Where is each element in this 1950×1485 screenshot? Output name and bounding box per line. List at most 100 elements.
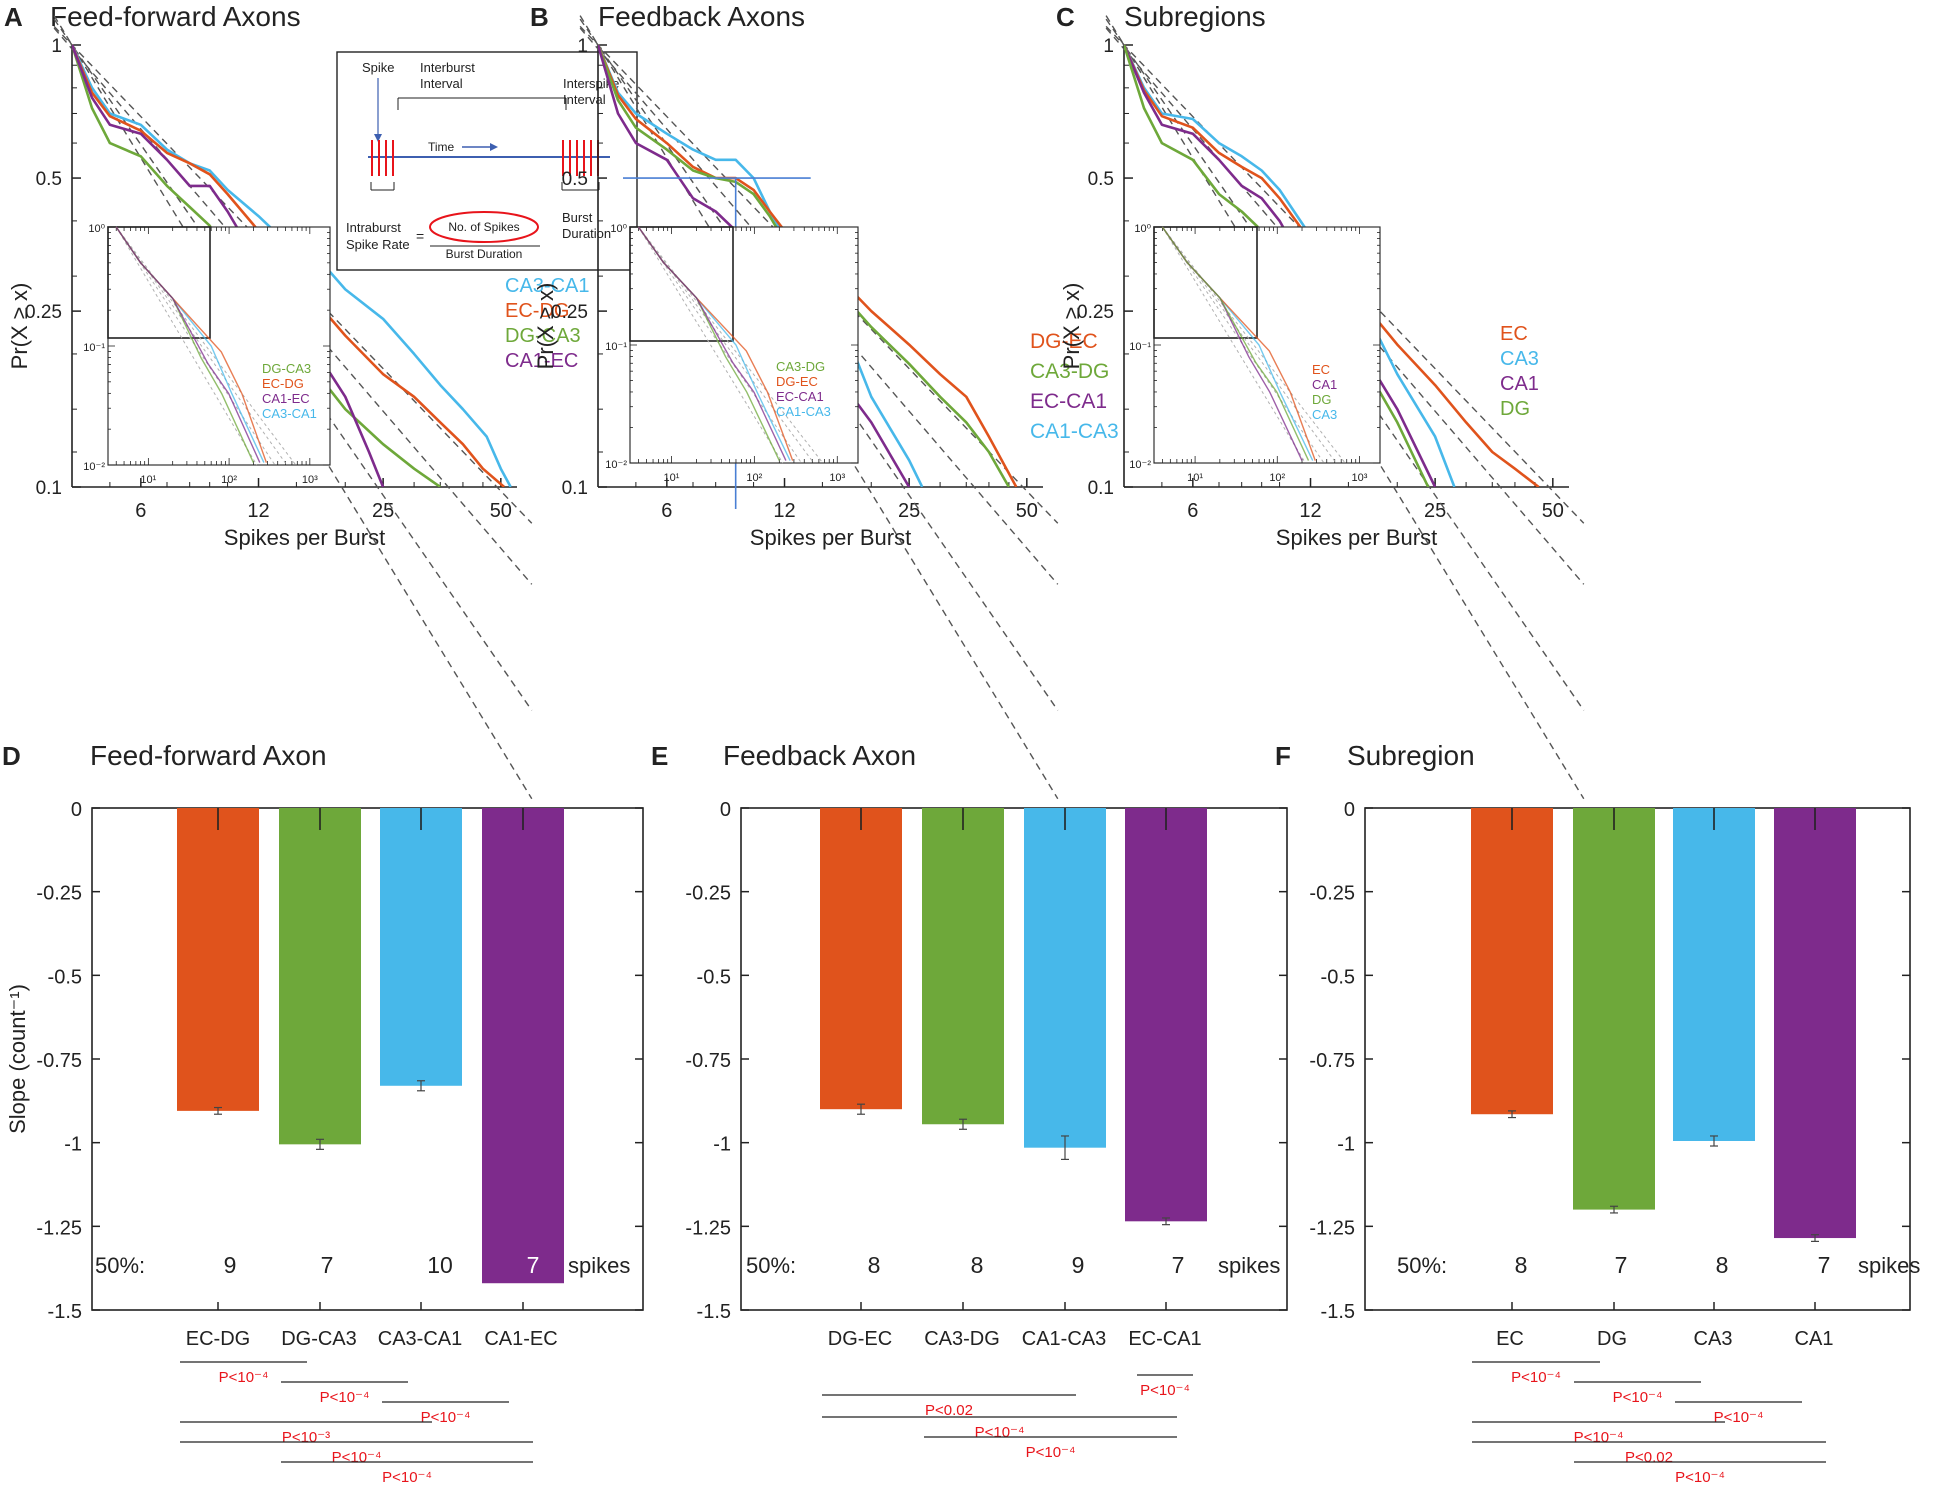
schematic-interspike-label-2: Interval xyxy=(563,92,606,107)
series-line-dg-ec xyxy=(598,44,1018,487)
inset-legend-label: CA3 xyxy=(1312,407,1337,422)
inset-x-tick-label: 10¹ xyxy=(664,472,680,484)
x-tick-label: 25 xyxy=(372,500,394,522)
y-tick-label: 1 xyxy=(577,36,588,57)
y-tick-label: -1.5 xyxy=(48,1301,82,1323)
legend-ca1-ca3: CA1-CA3 xyxy=(1030,420,1119,443)
spikes-suffix: spikes xyxy=(1858,1253,1920,1278)
inset-legend-label: DG-EC xyxy=(776,374,818,389)
x-category-label: DG-EC xyxy=(828,1328,892,1350)
inset-fit-line xyxy=(1161,226,1306,464)
pvalue-label: P<10⁻⁴ xyxy=(320,1389,370,1406)
legend-dg-ec: DG-EC xyxy=(1030,330,1098,353)
y-tick-label: -0.25 xyxy=(1309,883,1355,905)
legend-ca1: CA1 xyxy=(1500,373,1539,395)
inset-x-tick-label: 10³ xyxy=(829,472,845,484)
y-tick-label: 1 xyxy=(1103,36,1114,57)
inset-legend-label: DG-CA3 xyxy=(262,361,311,376)
schematic-interburst-label: Interburst xyxy=(420,60,475,75)
x-axis-label: Spikes per Burst xyxy=(750,525,911,550)
y-axis-label: Pr(X ≥ x) xyxy=(533,283,558,370)
bar-ec xyxy=(1471,808,1553,1115)
inset-x-tick-label: 10² xyxy=(1269,472,1285,484)
x-tick-label: 6 xyxy=(661,500,672,522)
y-tick-label: -1.25 xyxy=(36,1217,82,1239)
x-axis-label: Spikes per Burst xyxy=(224,525,385,550)
y-tick-label: -1 xyxy=(64,1134,82,1156)
inset-legend-label: CA3-DG xyxy=(776,359,825,374)
panel-letter-e: E xyxy=(651,741,668,771)
panel-letter-f: F xyxy=(1275,741,1291,771)
x-tick-label: 12 xyxy=(247,500,269,522)
power-law-fit-line xyxy=(579,25,1059,524)
x-axis-label: Spikes per Burst xyxy=(1276,525,1437,550)
y-tick-label: 0.1 xyxy=(1088,478,1114,499)
inset-zoom-box xyxy=(629,226,734,342)
spikes-50-value: 9 xyxy=(1072,1252,1085,1278)
x-category-label: CA3-DG xyxy=(924,1328,1000,1350)
inset-y-tick-label: 10⁻² xyxy=(1129,459,1151,471)
x-tick-label: 25 xyxy=(898,500,920,522)
pvalue-label: P<10⁻⁴ xyxy=(1140,1382,1190,1399)
schematic-intraburst-label: Intraburst xyxy=(346,220,401,235)
schematic-numerator: No. of Spikes xyxy=(448,220,519,234)
legend-ca3: CA3 xyxy=(1500,348,1539,370)
series-line-ca1-ca3 xyxy=(598,44,924,487)
series-line-ca1-ec xyxy=(72,44,385,487)
inset-x-tick-label: 10² xyxy=(746,472,762,484)
inset-y-tick-label: 10⁰ xyxy=(610,223,627,235)
inset-fit-line xyxy=(638,226,784,464)
spikes-50-value: 7 xyxy=(527,1252,540,1278)
inset-legend-label: CA1-EC xyxy=(262,391,310,406)
inset-x-tick-label: 10² xyxy=(221,474,237,486)
panel-c: C Subregions 1 0.5 0.25 0.1 6 12 25 50 Spikes per … xyxy=(1056,1,1585,800)
panel-e: E Feedback Axon 0 -0.25 -0.5 -0.75 -1 -1.25 -1.5… xyxy=(651,740,1288,1461)
pvalue-label: P<10⁻³ xyxy=(282,1429,330,1446)
spikes-50-value: 8 xyxy=(868,1252,881,1278)
inset-legend-label: CA1-CA3 xyxy=(776,404,831,419)
bar-dg-ec xyxy=(820,808,902,1110)
panel-title: Feed-forward Axon xyxy=(90,740,327,771)
x-tick-label: 50 xyxy=(1542,500,1564,522)
y-tick-label: -0.75 xyxy=(685,1050,731,1072)
inset-fit-line xyxy=(115,226,297,466)
inset-legend-label: CA3-CA1 xyxy=(262,406,317,421)
y-tick-label: -0.75 xyxy=(36,1050,82,1072)
pvalue-label: P<10⁻⁴ xyxy=(332,1449,382,1466)
x-category-label: CA3 xyxy=(1694,1328,1733,1350)
inset-y-tick-label: 10⁻¹ xyxy=(1129,341,1151,353)
x-tick-label: 6 xyxy=(1187,500,1198,522)
x-category-label: EC-CA1 xyxy=(1128,1328,1201,1350)
y-tick-label: 0.25 xyxy=(1077,302,1114,323)
inset-y-tick-label: 10⁻² xyxy=(83,461,105,473)
y-tick-label: -1.5 xyxy=(1321,1301,1355,1323)
inset-legend-label: EC-DG xyxy=(262,376,304,391)
y-tick-label: -1.5 xyxy=(697,1301,731,1323)
x-tick-label: 6 xyxy=(135,500,146,522)
panel-d: D Feed-forward Axon 0 -0.25 -0.5 -0.75 -1 -1.25… xyxy=(2,740,644,1485)
fifty-percent-label: 50%: xyxy=(746,1253,796,1278)
inset-series-line xyxy=(1161,226,1310,461)
schematic-burst-duration-label: Burst xyxy=(562,210,593,225)
panel-title: Subregion xyxy=(1347,740,1475,771)
inset-x-tick-label: 10³ xyxy=(302,474,318,486)
y-tick-label: 0.25 xyxy=(25,302,62,323)
y-tick-label: -0.5 xyxy=(48,966,82,988)
y-tick-label: 0 xyxy=(1344,799,1355,821)
bar-dg xyxy=(1573,808,1655,1210)
x-category-label: CA3-CA1 xyxy=(378,1328,462,1350)
panel-letter-a: A xyxy=(4,2,23,32)
spikes-50-value: 7 xyxy=(1615,1252,1628,1278)
x-category-label: DG-CA3 xyxy=(281,1328,357,1350)
y-tick-label: -0.25 xyxy=(685,883,731,905)
inset-legend-label: EC-CA1 xyxy=(776,389,824,404)
inset-x-tick-label: 10³ xyxy=(1352,472,1368,484)
spikes-50-value: 10 xyxy=(427,1252,453,1278)
pvalue-label: P<10⁻⁴ xyxy=(975,1424,1025,1441)
pvalue-label: P<10⁻⁴ xyxy=(1714,1409,1764,1426)
legend-ec: EC xyxy=(1500,323,1528,345)
fifty-percent-label: 50%: xyxy=(1397,1253,1447,1278)
y-tick-label: -0.5 xyxy=(1321,966,1355,988)
x-tick-label: 25 xyxy=(1424,500,1446,522)
